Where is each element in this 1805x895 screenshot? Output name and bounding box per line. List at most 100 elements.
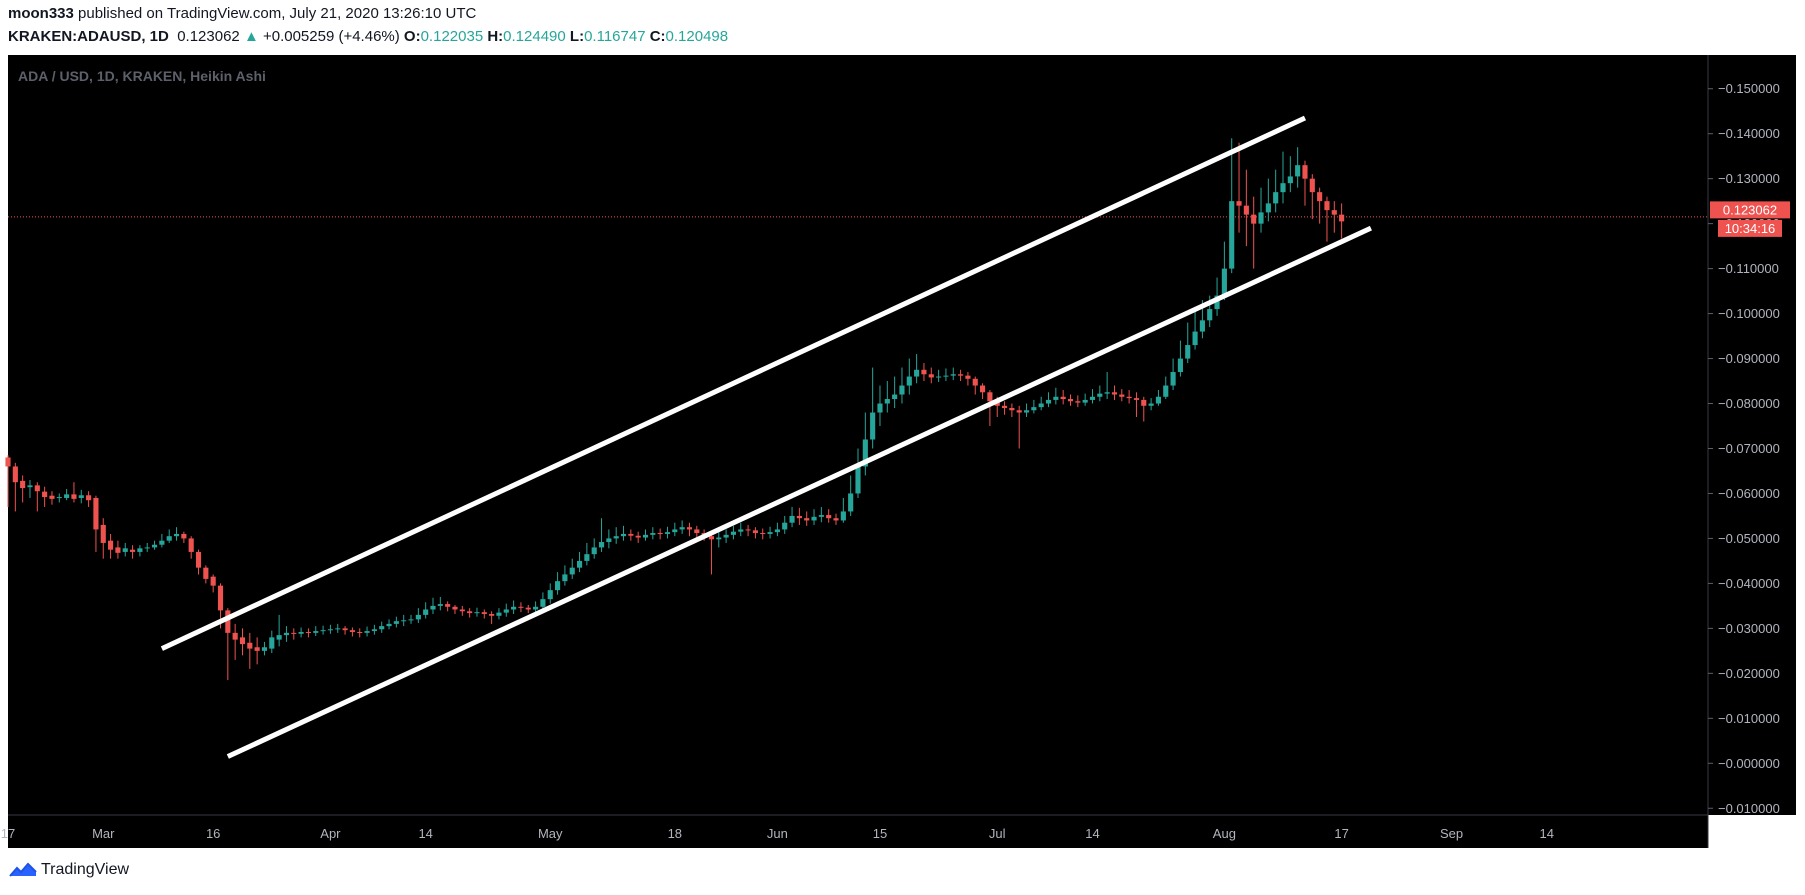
price-change: +0.005259 (+4.46%) xyxy=(262,28,400,45)
candle-body xyxy=(620,533,627,537)
candle-body xyxy=(503,609,509,613)
candle-body xyxy=(694,529,700,534)
candle-body xyxy=(445,604,451,607)
candle-body xyxy=(371,629,377,632)
candle-body xyxy=(870,412,876,440)
candle-body xyxy=(49,495,55,499)
candle-body xyxy=(166,536,172,541)
candle-body xyxy=(1009,408,1015,411)
candle-body xyxy=(525,607,531,610)
candle-body xyxy=(195,551,202,568)
candle-body xyxy=(408,619,414,621)
candle-body xyxy=(950,374,956,376)
candle-body xyxy=(826,515,832,519)
candle-body xyxy=(752,530,758,534)
candle-body xyxy=(796,515,802,519)
last-price-badge xyxy=(1710,201,1790,219)
price-axis[interactable] xyxy=(1708,55,1796,815)
candle-body xyxy=(151,544,158,548)
candle-body xyxy=(386,623,392,627)
candle-body xyxy=(1141,399,1147,406)
candle-body xyxy=(650,533,656,535)
candle-body xyxy=(173,533,180,537)
symbol-label: KRAKEN:ADAUSD, 1D xyxy=(8,28,169,45)
candle-body xyxy=(1023,410,1030,413)
candle-body xyxy=(100,524,106,543)
y-tick-label: −0.150000 xyxy=(1718,81,1780,96)
x-tick-label: May xyxy=(538,826,563,841)
candle-body xyxy=(122,548,128,552)
candle-body xyxy=(584,554,590,561)
candle-body xyxy=(723,534,729,538)
plot-area[interactable] xyxy=(8,55,1708,815)
y-tick-label: −0.100000 xyxy=(1718,306,1780,321)
candle-body xyxy=(943,375,949,377)
candle-body xyxy=(848,493,854,512)
candle-body xyxy=(1133,398,1140,400)
candle-body xyxy=(928,374,934,378)
author-name[interactable]: moon333 xyxy=(8,5,74,22)
candle-body xyxy=(1031,407,1037,411)
candle-body xyxy=(1199,320,1205,332)
candle-body xyxy=(1251,214,1257,224)
y-tick-label: −0.090000 xyxy=(1718,351,1780,366)
candle-body xyxy=(452,606,458,610)
candle-body xyxy=(12,466,18,483)
y-tick-label: −0.060000 xyxy=(1718,486,1780,501)
x-tick-label: 18 xyxy=(668,826,682,841)
candle-body xyxy=(1265,203,1271,213)
candle-body xyxy=(936,376,942,378)
candle-body xyxy=(283,632,290,636)
candle-body xyxy=(598,542,605,548)
candle-body xyxy=(1229,201,1235,269)
candle-body xyxy=(42,491,48,498)
candle-body xyxy=(93,497,99,530)
tradingview-logo-icon[interactable] xyxy=(8,860,38,880)
candle-body xyxy=(1236,201,1242,206)
candle-body xyxy=(64,494,70,498)
candle-body xyxy=(188,538,194,552)
candle-body xyxy=(203,567,209,579)
candle-body xyxy=(782,522,788,530)
candle-body xyxy=(430,605,436,610)
candle-body xyxy=(1155,396,1161,404)
candle-body xyxy=(254,647,260,651)
y-tick-label: −0.130000 xyxy=(1718,171,1780,186)
y-tick-label: −0.010000 xyxy=(1718,711,1780,726)
candle-body xyxy=(1060,396,1066,400)
candle-body xyxy=(1082,399,1088,403)
candle-body xyxy=(518,606,524,608)
candle-body xyxy=(423,609,429,615)
candle-body xyxy=(540,599,546,607)
candle-body xyxy=(130,549,136,552)
footer-brand[interactable]: TradingView xyxy=(41,861,130,878)
candle-body xyxy=(379,626,385,630)
candle-body xyxy=(496,612,502,616)
last-price: 0.123062 xyxy=(177,28,240,45)
candle-body xyxy=(657,533,663,535)
high-value: 0.124490 xyxy=(503,28,566,45)
candle-body xyxy=(459,609,465,612)
countdown-label: 10:34:16 xyxy=(1725,221,1776,236)
x-tick-label: 17 xyxy=(1334,826,1348,841)
candle-body xyxy=(1016,410,1022,413)
candle-body xyxy=(335,628,341,630)
candle-body xyxy=(547,590,553,600)
x-tick-label: Aug xyxy=(1213,826,1236,841)
candle-body xyxy=(562,574,568,582)
candle-body xyxy=(313,631,319,633)
lower-channel-line xyxy=(226,225,1372,759)
y-tick-label: −0.000000 xyxy=(1718,756,1780,771)
time-axis[interactable] xyxy=(8,815,1708,848)
candle-body xyxy=(1324,201,1330,211)
candle-body xyxy=(342,628,348,631)
candle-body xyxy=(892,394,898,400)
x-tick-label: Jun xyxy=(767,826,788,841)
candle-body xyxy=(555,581,561,591)
x-tick-label: 14 xyxy=(1085,826,1099,841)
candle-body xyxy=(1053,396,1059,400)
candle-body xyxy=(349,630,355,632)
candle-body xyxy=(914,369,920,377)
candle-body xyxy=(1221,268,1227,296)
